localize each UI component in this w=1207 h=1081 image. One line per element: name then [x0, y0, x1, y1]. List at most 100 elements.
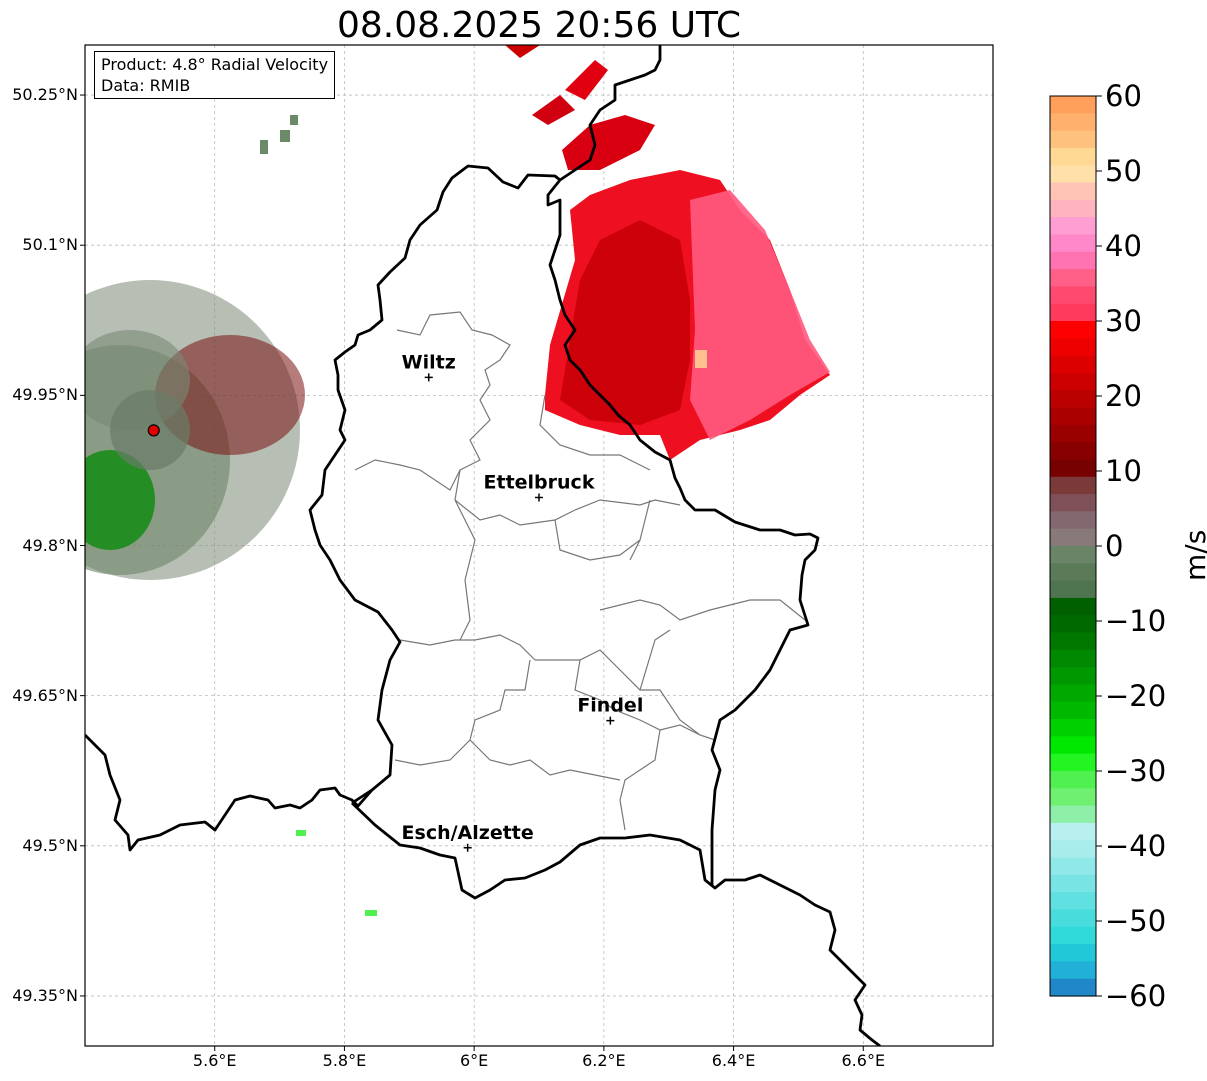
colorbar-segment: [1050, 788, 1096, 807]
colorbar-segment: [1050, 771, 1096, 789]
city-label: Wiltz: [402, 351, 456, 373]
colorbar-segment: [1050, 338, 1096, 357]
city-markers: Wiltz Ettelbruck Findel Esch/Alzette: [402, 351, 643, 852]
city-marker: [463, 843, 472, 852]
colorbar-segment: [1050, 511, 1096, 530]
colorbar-segment: [1050, 736, 1096, 755]
city-marker: [424, 373, 433, 382]
map-title: 08.08.2025 20:56 UTC: [336, 5, 742, 46]
velocity-colorbar: [1049, 95, 1102, 997]
colorbar-segment: [1050, 217, 1096, 236]
colorbar-segment: [1050, 944, 1096, 962]
lat-tick-label: 49.8°N: [22, 535, 78, 555]
colorbar-segment: [1050, 719, 1096, 737]
colorbar-tick-label: 60: [1105, 79, 1142, 113]
colorbar-segment: [1050, 372, 1096, 391]
product-info-box: Product: 4.8° Radial Velocity Data: RMIB: [94, 51, 336, 99]
colorbar-tick-label: −40: [1105, 829, 1167, 863]
colorbar-segment: [1050, 563, 1096, 582]
lat-tick-label: 50.1°N: [22, 235, 78, 255]
canton-borders: [354, 311, 806, 831]
colorbar-segment: [1050, 407, 1096, 426]
colorbar-segment: [1050, 857, 1096, 876]
lat-tick-label: 49.35°N: [12, 985, 78, 1005]
city-label: Esch/Alzette: [402, 822, 534, 844]
colorbar-segment: [1050, 199, 1096, 218]
colorbar-segment: [1050, 926, 1096, 945]
product-label: Product: 4.8° Radial Velocity: [101, 55, 329, 74]
colorbar-segment: [1050, 130, 1096, 149]
lon-tick-label: 5.8°E: [322, 1051, 367, 1070]
colorbar-segment: [1050, 303, 1096, 322]
colorbar-segment: [1050, 165, 1096, 184]
colorbar-segment: [1050, 597, 1096, 616]
colorbar-segment: [1050, 701, 1096, 720]
colorbar-tick-label: 20: [1105, 379, 1142, 413]
colorbar-segment: [1050, 649, 1096, 668]
lon-tick-label: 5.6°E: [192, 1051, 237, 1070]
city-label: Findel: [577, 695, 643, 717]
colorbar-tick-label: 10: [1105, 454, 1142, 488]
colorbar-segment: [1050, 442, 1096, 461]
colorbar-segment: [1050, 874, 1096, 893]
colorbar-segment: [1050, 113, 1096, 132]
colorbar-segment: [1050, 805, 1096, 824]
lat-tick-label: 49.95°N: [12, 385, 78, 405]
colorbar-unit-label: m/s: [1179, 529, 1207, 581]
city-marker: [606, 716, 615, 725]
colorbar-tick-label: 40: [1105, 229, 1142, 263]
city-marker: [535, 493, 543, 502]
colorbar-segment: [1050, 355, 1096, 374]
colorbar-segment: [1050, 684, 1096, 703]
colorbar-segment: [1050, 286, 1096, 305]
colorbar-segment: [1050, 459, 1096, 478]
colorbar-segment: [1050, 476, 1096, 495]
colorbar-segment: [1050, 753, 1096, 772]
colorbar-segment: [1050, 251, 1096, 270]
colorbar-tick-label: −50: [1105, 904, 1167, 938]
radar-velocity-echoes: [85, 45, 830, 916]
colorbar-segment: [1050, 822, 1096, 841]
colorbar-segment: [1050, 892, 1096, 911]
radar-site-dot: [147, 424, 160, 437]
lat-tick-label: 49.5°N: [22, 835, 78, 855]
colorbar-segment: [1050, 390, 1096, 409]
colorbar-segment: [1050, 234, 1096, 253]
colorbar-segment: [1050, 147, 1096, 166]
data-source-label: Data: RMIB: [101, 76, 191, 95]
colorbar-segment: [1050, 182, 1096, 201]
lon-tick-label: 6.6°E: [841, 1051, 886, 1070]
colorbar-segment: [1050, 96, 1096, 114]
lat-tick-label: 49.65°N: [12, 685, 78, 705]
colorbar-segment: [1050, 494, 1096, 512]
country-borders: [85, 45, 881, 1046]
colorbar-tick-label: 0: [1105, 529, 1124, 563]
colorbar-segment: [1050, 580, 1096, 599]
lon-tick-label: 6°E: [459, 1051, 489, 1070]
colorbar-segment: [1050, 840, 1096, 859]
colorbar-segment: [1050, 615, 1096, 634]
colorbar-tick-label: −20: [1105, 679, 1167, 713]
colorbar-tick-label: −60: [1105, 979, 1167, 1013]
colorbar-segment: [1050, 961, 1096, 980]
colorbar-segment: [1050, 978, 1096, 997]
colorbar-tick-label: 30: [1105, 304, 1142, 338]
radar-site-marker: [147, 424, 160, 437]
colorbar-segment: [1050, 424, 1096, 443]
lat-tick-label: 50.25°N: [12, 85, 78, 105]
lon-tick-label: 6.4°E: [711, 1051, 756, 1070]
colorbar-tick-label: −30: [1105, 754, 1167, 788]
colorbar-segment: [1050, 632, 1096, 651]
colorbar-segment: [1050, 909, 1096, 928]
colorbar-tick-label: −10: [1105, 604, 1167, 638]
axis-ticks: [80, 94, 864, 1051]
colorbar-segment: [1050, 321, 1096, 339]
lon-tick-label: 6.2°E: [582, 1051, 626, 1070]
colorbar-segment: [1050, 528, 1096, 547]
colorbar-segment: [1050, 269, 1096, 287]
city-label: Ettelbruck: [484, 471, 595, 493]
colorbar-segment: [1050, 667, 1096, 686]
colorbar-segment: [1050, 546, 1096, 564]
colorbar-tick-label: 50: [1105, 154, 1142, 188]
